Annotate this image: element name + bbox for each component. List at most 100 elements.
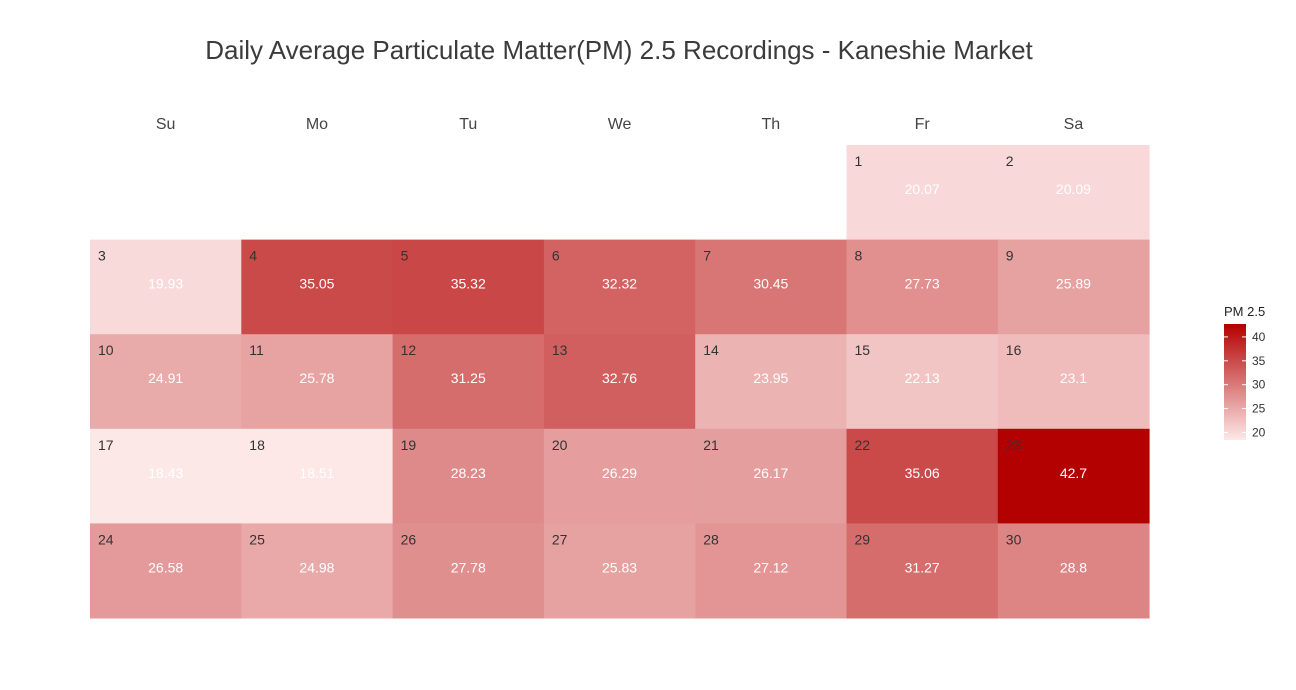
value-label: 27.12: [753, 559, 788, 575]
value-label: 23.1: [1060, 370, 1087, 386]
day-number-label: 10: [98, 342, 114, 358]
value-label: 19.93: [148, 276, 183, 292]
heatmap-cell: [695, 239, 847, 335]
day-number-label: 12: [401, 342, 417, 358]
chart-title: Daily Average Particulate Matter(PM) 2.5…: [205, 35, 1033, 65]
day-number-label: 20: [552, 437, 568, 453]
calendar-cell: 27 25.83: [543, 523, 696, 619]
calendar-cell: 16 23.1: [997, 334, 1150, 430]
legend-tick-label: 40: [1252, 330, 1266, 344]
calendar-cell: 827.73: [846, 239, 999, 335]
day-number-label: 28: [703, 531, 719, 547]
day-number-label: 4: [249, 248, 257, 264]
value-label: 25.89: [1056, 276, 1091, 292]
day-number-label: 1: [855, 153, 863, 169]
calendar-cell: 23 42.7: [997, 428, 1150, 524]
heatmap-cell: [543, 334, 696, 430]
calendar-cell: 21 26.17: [695, 428, 847, 524]
calendar-cell: 632.32: [543, 239, 696, 335]
heatmap-cell: [241, 334, 394, 430]
value-label: 28.23: [451, 465, 486, 481]
calendar-cell: 730.45: [695, 239, 847, 335]
value-label: 27.73: [905, 276, 940, 292]
calendar-cell: 29 31.27: [846, 523, 999, 619]
day-number-label: 27: [552, 531, 568, 547]
calendar-cell: 30 28.8: [997, 523, 1150, 619]
value-label: 18.43: [148, 465, 183, 481]
day-number-label: 30: [1006, 531, 1022, 547]
heatmap-cell: [543, 523, 696, 619]
calendar-cell: 319.93: [90, 239, 242, 335]
value-label: 35.06: [905, 465, 940, 481]
day-number-label: 11: [249, 342, 264, 358]
day-number-label: 19: [401, 437, 417, 453]
day-number-label: 25: [249, 531, 265, 547]
calendar-cell: 20 26.29: [543, 428, 696, 524]
weekday-header: Mo: [306, 116, 328, 133]
day-number-label: 13: [552, 342, 568, 358]
day-number-label: 23: [1006, 437, 1022, 453]
calendar-cell: 22 35.06: [846, 428, 999, 524]
legend-tick-label: 20: [1252, 425, 1266, 439]
value-label: 26.17: [753, 465, 788, 481]
heatmap-cell: [997, 523, 1150, 619]
day-number-label: 2: [1006, 153, 1014, 169]
value-label: 24.91: [148, 370, 183, 386]
day-number-label: 15: [855, 342, 871, 358]
value-label: 31.27: [905, 559, 940, 575]
day-number-label: 14: [703, 342, 719, 358]
heatmap-cell: [392, 239, 545, 335]
day-number-label: 22: [855, 437, 871, 453]
heatmap-cell: [241, 523, 394, 619]
calendar-cell: 15 22.13: [846, 334, 999, 430]
value-label: 24.98: [299, 559, 334, 575]
calendar-cell: 14 23.95: [695, 334, 847, 430]
value-label: 32.76: [602, 370, 637, 386]
day-number-label: 9: [1006, 248, 1014, 264]
heatmap-cell: [846, 334, 999, 430]
weekday-header: Fr: [915, 116, 931, 133]
calendar-cell: 25 24.98: [241, 523, 394, 619]
calendar-cell: 11 25.78: [241, 334, 394, 430]
value-label: 23.95: [753, 370, 788, 386]
heatmap-cell: [543, 239, 696, 335]
value-label: 26.58: [148, 559, 183, 575]
calendar-cell: 10 24.91: [90, 334, 242, 430]
heatmap-cell: [90, 334, 242, 430]
heatmap-cell: [997, 334, 1150, 430]
calendar-cell: 120.07: [846, 145, 999, 241]
value-label: 25.83: [602, 559, 637, 575]
calendar-cells: 120.07220.09319.93435.05535.32632.32730.…: [90, 145, 1150, 619]
calendar-cell: 12 31.25: [392, 334, 545, 430]
calendar-cell: 28 27.12: [695, 523, 847, 619]
legend-colorbar: [1224, 324, 1246, 440]
calendar-cell: 19 28.23: [392, 428, 545, 524]
color-legend: PM 2.5 20 25 30 35 40: [1224, 304, 1266, 440]
heatmap-cell: [392, 334, 545, 430]
day-number-label: 6: [552, 248, 560, 264]
value-label: 30.45: [753, 276, 788, 292]
day-number-label: 17: [98, 437, 114, 453]
heatmap-cell: [392, 428, 545, 524]
calendar-cell: 18 18.51: [241, 428, 394, 524]
weekday-headers: Su Mo Tu We Th Fr Sa: [156, 116, 1083, 133]
day-number-label: 18: [249, 437, 265, 453]
day-number-label: 26: [401, 531, 417, 547]
weekday-header: Th: [762, 116, 781, 133]
day-number-label: 24: [98, 531, 114, 547]
calendar-cell: 17 18.43: [90, 428, 242, 524]
value-label: 35.05: [299, 276, 334, 292]
calendar-cell: 925.89: [997, 239, 1150, 335]
value-label: 25.78: [299, 370, 334, 386]
heatmap-cell: [846, 523, 999, 619]
heatmap-cell: [846, 428, 999, 524]
heatmap-cell: [90, 239, 242, 335]
weekday-header: Su: [156, 116, 176, 133]
heatmap-cell: [695, 428, 847, 524]
heatmap-cell: [997, 145, 1150, 241]
value-label: 42.7: [1060, 465, 1087, 481]
heatmap-cell: [543, 428, 696, 524]
legend-tick-label: 30: [1252, 378, 1266, 392]
heatmap-cell: [695, 334, 847, 430]
